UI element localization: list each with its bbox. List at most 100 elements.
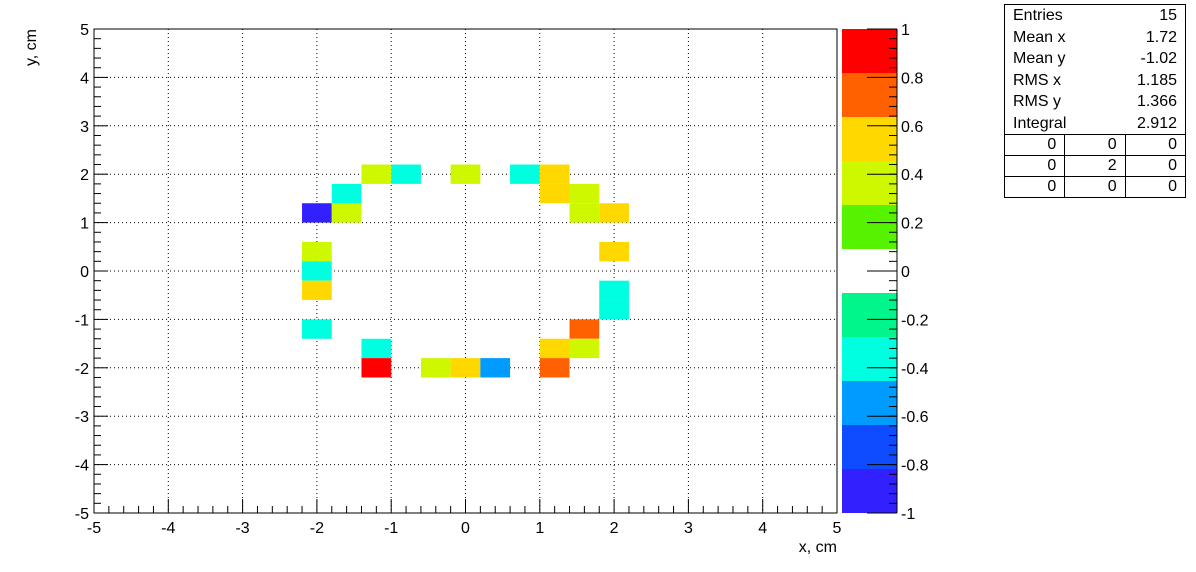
y-tick-label: 1 [80, 216, 89, 233]
color-scale-swatch [842, 337, 897, 381]
x-tick-label: 0 [461, 520, 470, 537]
heatmap-cell [302, 203, 332, 223]
stat-value: 1.366 [1136, 93, 1177, 110]
color-scale-label: -1 [901, 506, 915, 523]
heatmap-cells [302, 164, 629, 378]
color-scale-swatch [842, 117, 897, 161]
heatmap-cell [331, 183, 362, 204]
y-tick-label: 3 [80, 119, 89, 136]
heatmap-cell [539, 164, 570, 184]
color-scale-label: 0.2 [901, 216, 923, 233]
y-tick-label: -5 [75, 506, 89, 523]
heatmap-cell [569, 319, 600, 339]
stat-entries: Entries 15 [1005, 5, 1185, 27]
heatmap-cell [539, 338, 570, 359]
x-tick-label: 2 [610, 520, 619, 537]
stat-label: Integral [1013, 114, 1067, 132]
color-scale-swatch [842, 73, 897, 117]
stat-label: RMS x [1013, 71, 1061, 89]
color-scale-label: -0.2 [901, 312, 929, 329]
x-tick-label: -1 [384, 520, 398, 537]
x-axis-title: x, cm [799, 539, 837, 556]
overflow-cell: 0 [1168, 157, 1177, 174]
stat-mean-x: Mean x 1.72 [1005, 27, 1185, 49]
heatmap-cell [510, 164, 540, 184]
color-scale-swatch [842, 469, 897, 513]
y-tick-label: 5 [80, 22, 89, 39]
color-scale-label: 0.8 [901, 70, 923, 87]
heatmap-cell [539, 183, 570, 204]
heatmap-cell [361, 338, 392, 359]
heatmap-cell [599, 280, 629, 301]
stat-value: 1.72 [1145, 28, 1177, 46]
overflow-cell: 2 [1065, 156, 1126, 176]
stat-value: -1.02 [1140, 50, 1177, 67]
x-tick-label: -5 [87, 520, 101, 537]
color-scale-label: 0.6 [901, 119, 923, 136]
heatmap-cell [361, 358, 392, 378]
heatmap-cell [480, 358, 511, 378]
color-scale-label: -0.8 [901, 458, 929, 475]
x-tick-label: -3 [235, 520, 249, 537]
heatmap-cell [569, 183, 600, 204]
heatmap-cell [599, 241, 629, 262]
color-scale-label: 0 [901, 264, 910, 281]
statistics-box: Entries 15 Mean x 1.72 Mean y -1.02 RMS … [1004, 4, 1186, 198]
overflow-cell: 0 [1005, 177, 1066, 197]
overflow-row: 0 0 0 [1005, 135, 1185, 156]
grid-lines [94, 29, 837, 513]
heatmap-cell [450, 358, 481, 378]
heatmap-cell [569, 338, 600, 359]
heatmap-cell [599, 203, 629, 223]
stat-rms-y: RMS y 1.366 [1005, 91, 1185, 113]
stat-label: Mean x [1013, 28, 1066, 46]
x-tick-labels: -5 -4 -3 -2 -1 0 1 2 3 4 5 [87, 520, 842, 537]
y-axis-title: y, cm [23, 29, 40, 66]
x-tick-label: -4 [161, 520, 175, 537]
heatmap-cell [391, 164, 421, 184]
overflow-cell: 0 [1168, 136, 1177, 153]
stat-value: 2.912 [1136, 114, 1177, 132]
overflow-cell: 0 [1005, 156, 1066, 176]
stat-label: Entries [1013, 7, 1063, 24]
y-tick-label: -2 [75, 361, 89, 378]
stat-value: 15 [1159, 7, 1177, 24]
heatmap-cell [302, 241, 332, 262]
heatmap-cell [539, 358, 570, 378]
color-scale-label: 0.4 [901, 167, 923, 184]
x-tick-label: 5 [833, 520, 842, 537]
heatmap-cell [361, 164, 392, 184]
stat-value: 1.185 [1136, 71, 1177, 89]
heatmap-cell [331, 203, 362, 223]
color-scale-swatch [842, 29, 897, 73]
color-scale [842, 29, 898, 513]
stat-integral: Integral 2.912 [1005, 113, 1185, 135]
y-tick-label: 4 [80, 70, 89, 87]
heatmap-cell [569, 203, 600, 223]
overflow-cell: 0 [1065, 135, 1126, 155]
color-scale-label: 1 [901, 22, 910, 39]
stat-mean-y: Mean y -1.02 [1005, 48, 1185, 70]
y-tick-label: 0 [80, 264, 89, 281]
color-scale-swatch [842, 205, 897, 249]
y-tick-label: -1 [75, 312, 89, 329]
overflow-row: 0 2 0 [1005, 156, 1185, 177]
x-tick-label: 4 [758, 520, 767, 537]
color-scale-swatch [842, 381, 897, 425]
overflow-cell: 0 [1065, 177, 1126, 197]
overflow-row: 0 0 0 [1005, 177, 1185, 197]
heatmap-cell [302, 261, 332, 281]
x-tick-label: 1 [535, 520, 544, 537]
color-scale-swatch [842, 161, 897, 205]
axis-ticks [93, 28, 838, 514]
heatmap-cell [450, 164, 481, 184]
stat-rms-x: RMS x 1.185 [1005, 70, 1185, 92]
color-scale-label: -0.4 [901, 361, 929, 378]
y-tick-label: -3 [75, 409, 89, 426]
stat-label: Mean y [1013, 50, 1066, 67]
overflow-cell: 0 [1005, 135, 1066, 155]
stat-label: RMS y [1013, 93, 1061, 110]
color-scale-swatch [842, 425, 897, 469]
x-tick-label: 3 [684, 520, 693, 537]
